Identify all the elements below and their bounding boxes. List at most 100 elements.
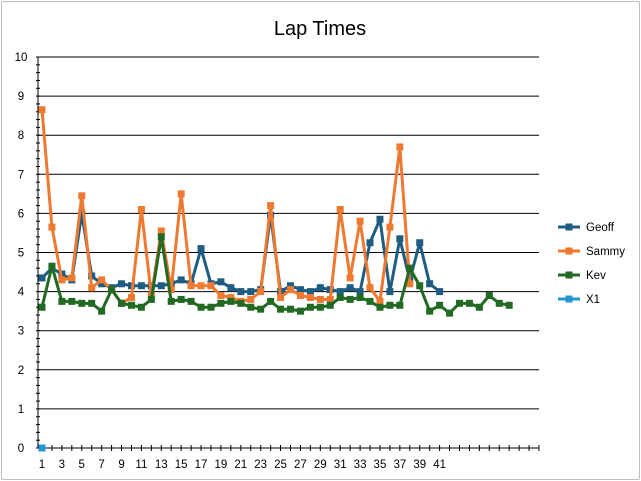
x-tick-label: 27: [294, 459, 307, 471]
legend-label: Kev: [586, 270, 606, 282]
data-point-kev: [505, 301, 513, 309]
x-tick-label: 7: [98, 459, 104, 471]
data-point-kev: [426, 307, 434, 315]
data-point-kev: [475, 303, 483, 311]
data-point-kev: [68, 297, 76, 305]
x-tick-label: 11: [135, 459, 147, 471]
data-point-geoff: [78, 209, 86, 217]
data-point-geoff: [287, 282, 294, 290]
data-point-sammy: [277, 293, 285, 301]
data-point-kev: [137, 303, 145, 311]
x-tick-label: 23: [254, 459, 267, 471]
data-point-kev: [38, 303, 46, 311]
data-point-kev: [78, 299, 86, 307]
data-point-sammy: [68, 274, 76, 282]
data-point-geoff: [426, 280, 434, 288]
data-point-geoff: [177, 276, 185, 284]
data-point-geoff: [38, 274, 46, 282]
data-point-sammy: [78, 192, 86, 200]
data-point-sammy: [356, 217, 364, 225]
y-tick-label: 7: [18, 169, 24, 181]
data-point-kev: [88, 299, 96, 307]
data-point-kev: [247, 303, 255, 311]
x-tick-label: 37: [393, 459, 406, 471]
data-point-kev: [187, 297, 195, 305]
data-point-sammy: [38, 106, 46, 114]
legend-label: X1: [586, 294, 600, 306]
data-point-sammy: [197, 282, 205, 290]
data-point-sammy: [267, 202, 275, 210]
series-x1: [38, 444, 46, 452]
series-line-sammy: [40, 109, 412, 305]
data-point-kev: [48, 262, 56, 270]
x-tick-label: 25: [274, 459, 287, 471]
data-point-kev: [237, 299, 245, 307]
x-tick-label: 29: [314, 459, 327, 471]
data-point-sammy: [406, 280, 414, 288]
x-tick-label: 9: [118, 459, 124, 471]
data-point-kev: [316, 303, 324, 311]
x-tick-label: 5: [79, 459, 85, 471]
x-tick-label: 15: [175, 459, 188, 471]
data-point-kev: [177, 295, 185, 303]
legend-item-kev[interactable]: Kev: [558, 270, 606, 282]
data-point-sammy: [326, 295, 334, 303]
data-point-kev: [287, 305, 294, 313]
data-point-geoff: [118, 280, 126, 288]
x-tick-label: 39: [413, 459, 426, 471]
data-point-kev: [485, 292, 493, 300]
data-point-kev: [227, 297, 235, 305]
legend-item-geoff[interactable]: Geoff: [558, 222, 615, 234]
legend-item-x1[interactable]: X1: [558, 294, 600, 306]
y-tick-label: 1: [18, 404, 24, 416]
data-point-kev: [436, 301, 444, 309]
y-tick-label: 5: [18, 248, 24, 260]
data-point-sammy: [346, 274, 354, 282]
data-point-kev: [406, 264, 414, 272]
y-tick-label: 6: [18, 208, 24, 220]
series-layer: [38, 106, 513, 452]
data-point-kev: [465, 299, 473, 307]
data-point-kev: [98, 307, 106, 315]
data-point-kev: [147, 295, 155, 303]
data-point-geoff: [376, 215, 384, 223]
legend-item-sammy[interactable]: Sammy: [558, 246, 625, 258]
data-point-sammy: [316, 295, 324, 303]
x-tick-label: 33: [354, 459, 367, 471]
x-tick-label: 41: [433, 459, 446, 471]
legend-marker: [565, 271, 573, 279]
data-point-geoff: [237, 288, 245, 296]
data-point-kev: [386, 301, 394, 309]
data-point-geoff: [396, 235, 404, 243]
data-point-sammy: [58, 276, 66, 284]
data-point-sammy: [296, 292, 304, 300]
data-point-kev: [396, 301, 404, 309]
data-point-sammy: [247, 295, 255, 303]
data-point-sammy: [177, 190, 185, 198]
legend[interactable]: Geoff Sammy Kev X1: [558, 222, 625, 306]
data-point-sammy: [207, 282, 215, 290]
y-tick-label: 2: [18, 365, 24, 377]
legend-marker: [565, 247, 573, 255]
data-point-kev: [58, 297, 66, 305]
y-tick-label: 4: [18, 287, 25, 299]
data-point-kev: [346, 295, 354, 303]
data-point-sammy: [336, 205, 344, 213]
data-point-geoff: [247, 288, 255, 296]
legend-marker: [565, 295, 573, 303]
y-tick-label: 10: [15, 52, 28, 64]
data-point-sammy: [98, 276, 106, 284]
data-point-sammy: [366, 284, 374, 292]
data-point-geoff: [416, 239, 424, 247]
data-point-sammy: [306, 293, 314, 301]
x-tick-label: 1: [39, 459, 45, 471]
data-point-sammy: [187, 282, 195, 290]
data-point-kev: [336, 293, 344, 301]
x-tick-label: 35: [374, 459, 387, 471]
data-point-geoff: [296, 286, 304, 294]
data-point-geoff: [386, 288, 394, 296]
data-point-kev: [446, 309, 454, 317]
